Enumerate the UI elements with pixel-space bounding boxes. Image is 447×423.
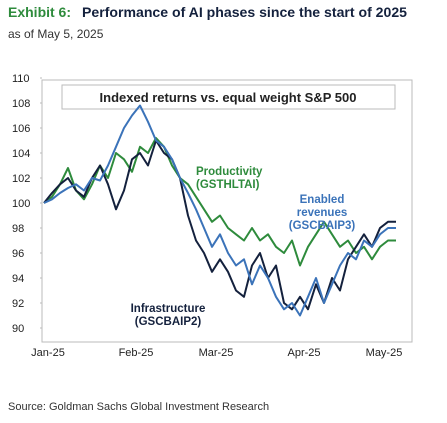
- series-line: [43, 104, 396, 317]
- chart-title: Performance of AI phases since the start…: [82, 4, 407, 20]
- series-annotation: Enabled: [300, 194, 345, 206]
- x-tick-label: Jan-25: [31, 347, 65, 359]
- chart-subtitle: as of May 5, 2025: [8, 27, 104, 41]
- series-line: [43, 139, 396, 311]
- x-tick-label: Apr-25: [287, 347, 320, 359]
- exhibit-label: Exhibit 6:: [8, 4, 71, 20]
- y-tick-label: 90: [12, 323, 24, 335]
- y-tick-label: 102: [12, 173, 30, 185]
- series-annotation: (GSTHLTAI): [196, 179, 260, 191]
- series-annotation: Productivity: [196, 166, 263, 178]
- series-annotation: (GSCBAIP2): [135, 316, 202, 328]
- y-tick-label: 98: [12, 223, 24, 235]
- source: Source: Goldman Sachs Global Investment …: [8, 401, 269, 413]
- x-tick-label: May-25: [366, 347, 403, 359]
- y-tick-label: 94: [12, 273, 24, 285]
- x-tick-label: Feb-25: [119, 347, 154, 359]
- series-annotation: (GSCBAIP3): [289, 220, 356, 232]
- series-annotation: revenues: [297, 207, 348, 219]
- x-tick-label: Mar-25: [199, 347, 234, 359]
- y-tick-label: 92: [12, 298, 24, 310]
- y-tick-label: 104: [12, 148, 30, 160]
- series-annotation: Infrastructure: [131, 303, 206, 315]
- y-tick-label: 100: [12, 198, 30, 210]
- inner-title: Indexed returns vs. equal weight S&P 500: [100, 90, 357, 105]
- y-tick-label: 106: [12, 123, 30, 135]
- plot-frame: [41, 79, 413, 343]
- inner-title-box: [61, 84, 396, 110]
- y-tick-label: 96: [12, 248, 24, 260]
- y-tick-label: 110: [12, 73, 30, 85]
- y-tick-label: 108: [12, 98, 30, 110]
